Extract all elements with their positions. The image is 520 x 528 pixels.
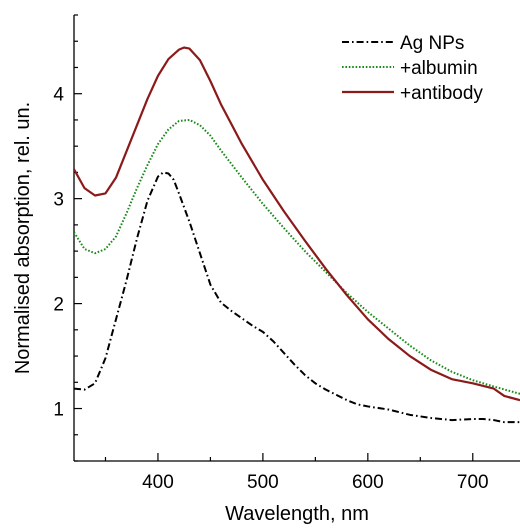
series-line-albumin (74, 118, 520, 395)
y-tick-label: 2 (53, 295, 64, 316)
legend-label: +antibody (400, 83, 483, 104)
x-tick-label: 600 (352, 472, 384, 493)
y-tick-label: 3 (53, 190, 64, 211)
series-line-antibody (74, 46, 520, 402)
y-axis-title: Normalised absorption, rel. un. (12, 102, 34, 374)
axes (73, 15, 520, 462)
legend-label: Ag NPs (400, 33, 464, 54)
series-lines (74, 46, 520, 424)
x-tick-label: 700 (457, 472, 489, 493)
y-tick-label: 1 (53, 400, 64, 421)
x-tick-label: 500 (247, 472, 279, 493)
x-tick-label: 400 (142, 472, 174, 493)
ticks: 1 2 3 4 400 500 600 700 (53, 14, 489, 493)
legend: Ag NPs +albumin +antibody (342, 33, 483, 104)
y-tick-label: 4 (53, 85, 64, 106)
series-line-ag-nps (74, 171, 520, 424)
x-axis-title: Wavelength, nm (225, 503, 369, 525)
legend-label: +albumin (400, 58, 478, 79)
